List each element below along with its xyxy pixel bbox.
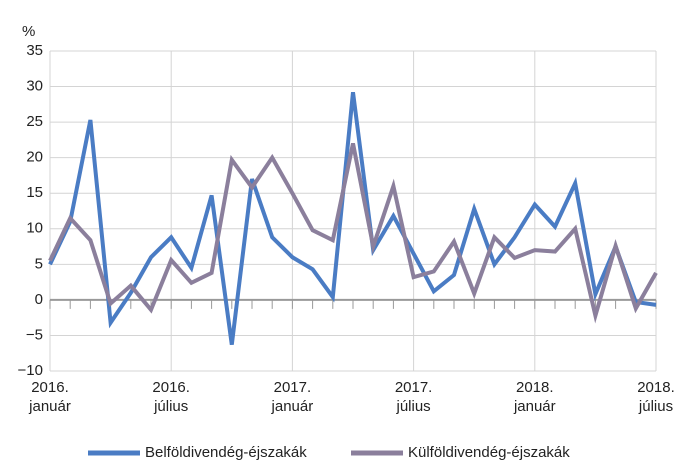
- legend-label: Külföldivendég-éjszakák: [408, 444, 570, 461]
- y-tick-label: 25: [26, 113, 43, 130]
- y-tick-label: −10: [18, 362, 43, 379]
- y-tick-label: 20: [26, 149, 43, 166]
- x-tick-label: 2016. július: [152, 379, 190, 415]
- x-tick-label: 2017. július: [394, 379, 433, 415]
- x-tick-label: 2018. július: [637, 379, 675, 415]
- y-tick-label: −5: [26, 326, 43, 343]
- y-tick-label: 35: [26, 42, 43, 59]
- x-tick-label: 2018. január: [513, 379, 556, 415]
- y-tick-label: 5: [35, 255, 43, 272]
- y-axis-label: %: [22, 23, 35, 40]
- series-line: [48, 143, 658, 324]
- y-tick-label: 0: [35, 291, 43, 308]
- series-line: [48, 91, 657, 345]
- x-tick-label: 2017. január: [271, 379, 314, 415]
- legend-label: Belföldivendég-éjszakák: [145, 444, 307, 461]
- y-tick-label: 15: [26, 184, 43, 201]
- y-tick-label: 10: [26, 220, 43, 237]
- x-tick-label: 2016. január: [29, 379, 71, 415]
- y-tick-label: 30: [26, 78, 43, 95]
